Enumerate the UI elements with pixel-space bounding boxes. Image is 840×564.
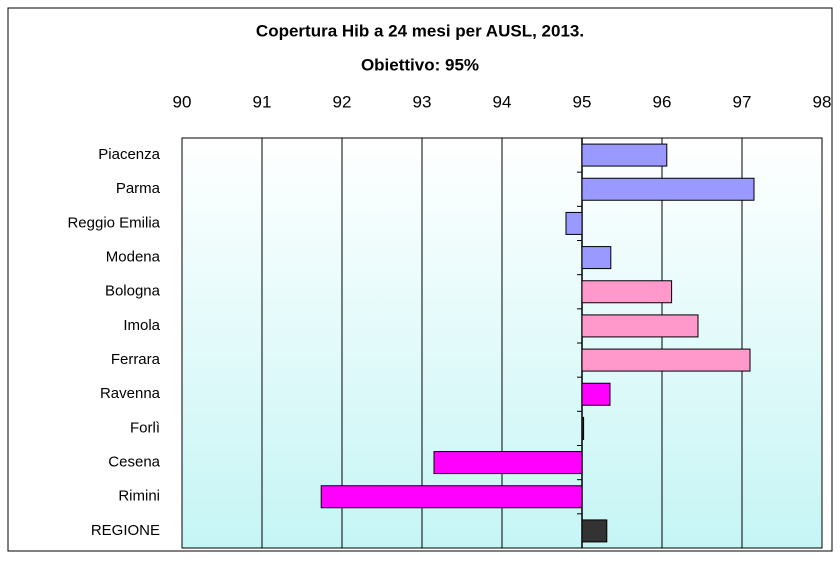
bar <box>320 485 583 509</box>
bar <box>581 246 612 270</box>
bar <box>581 143 668 167</box>
y-tick-label: Imola <box>123 317 160 334</box>
x-tick-label: 90 <box>173 92 192 111</box>
y-tick-label: Forlì <box>130 419 160 436</box>
x-tick-label: 93 <box>413 92 432 111</box>
x-tick-label: 97 <box>733 92 752 111</box>
y-tick-label: Ferrara <box>111 351 161 368</box>
chart-subtitle: Obiettivo: 95% <box>361 55 479 74</box>
bar <box>581 314 699 338</box>
bar <box>581 348 751 372</box>
x-tick-label: 92 <box>333 92 352 111</box>
bar <box>581 177 755 201</box>
bar <box>581 382 611 406</box>
bar <box>565 211 583 235</box>
chart-title: Copertura Hib a 24 mesi per AUSL, 2013. <box>256 21 584 40</box>
bar <box>581 519 608 543</box>
bar <box>433 451 583 475</box>
bar <box>581 280 673 304</box>
x-tick-label: 95 <box>573 92 592 111</box>
y-tick-label: REGIONE <box>91 522 160 539</box>
y-tick-label: Reggio Emilia <box>67 214 160 231</box>
y-tick-label: Rimini <box>118 488 160 505</box>
y-tick-label: Ravenna <box>100 385 161 402</box>
y-tick-label: Modena <box>106 249 161 266</box>
x-tick-label: 94 <box>493 92 512 111</box>
y-tick-label: Cesena <box>108 454 160 471</box>
y-tick-label: Piacenza <box>98 146 160 163</box>
y-tick-label: Bologna <box>105 283 161 300</box>
x-tick-label: 98 <box>813 92 832 111</box>
y-tick-label: Parma <box>116 180 161 197</box>
bar <box>581 416 585 440</box>
x-tick-label: 91 <box>253 92 272 111</box>
x-tick-label: 96 <box>653 92 672 111</box>
